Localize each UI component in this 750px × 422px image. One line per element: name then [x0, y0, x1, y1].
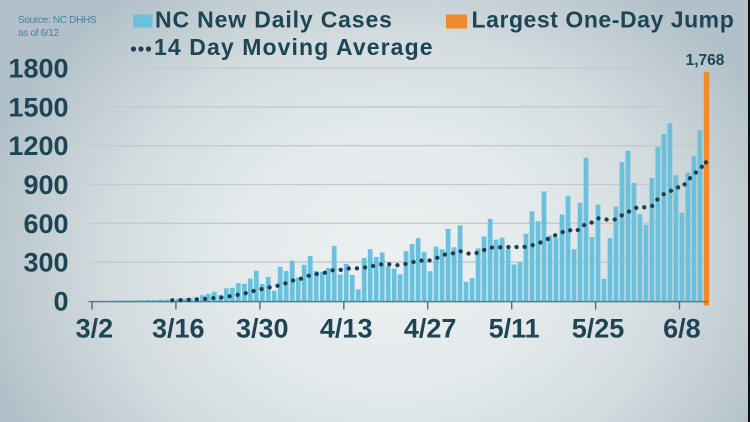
svg-text:5/11: 5/11 [489, 314, 540, 344]
svg-text:0: 0 [53, 287, 68, 317]
svg-text:4/13: 4/13 [320, 314, 373, 344]
svg-text:1200: 1200 [8, 131, 68, 161]
svg-text:1,768: 1,768 [686, 52, 725, 69]
svg-text:as of 6/12: as of 6/12 [18, 28, 60, 39]
svg-text:NC New Daily Cases: NC New Daily Cases [155, 7, 393, 33]
svg-text:300: 300 [23, 248, 68, 278]
svg-text:14 Day Moving Average: 14 Day Moving Average [154, 34, 434, 60]
svg-text:3/30: 3/30 [236, 314, 289, 344]
svg-text:5/25: 5/25 [572, 314, 625, 344]
svg-text:1500: 1500 [8, 92, 68, 122]
svg-text:3/2: 3/2 [76, 314, 114, 344]
svg-text:3/16: 3/16 [152, 314, 205, 344]
svg-text:4/27: 4/27 [404, 314, 457, 344]
svg-text:Largest One-Day Jump: Largest One-Day Jump [472, 7, 735, 33]
svg-text:1800: 1800 [8, 54, 68, 84]
svg-text:900: 900 [23, 170, 68, 200]
svg-text:600: 600 [23, 209, 68, 239]
svg-text:Source: NC DHHS: Source: NC DHHS [18, 15, 97, 26]
svg-text:6/8: 6/8 [663, 314, 701, 344]
